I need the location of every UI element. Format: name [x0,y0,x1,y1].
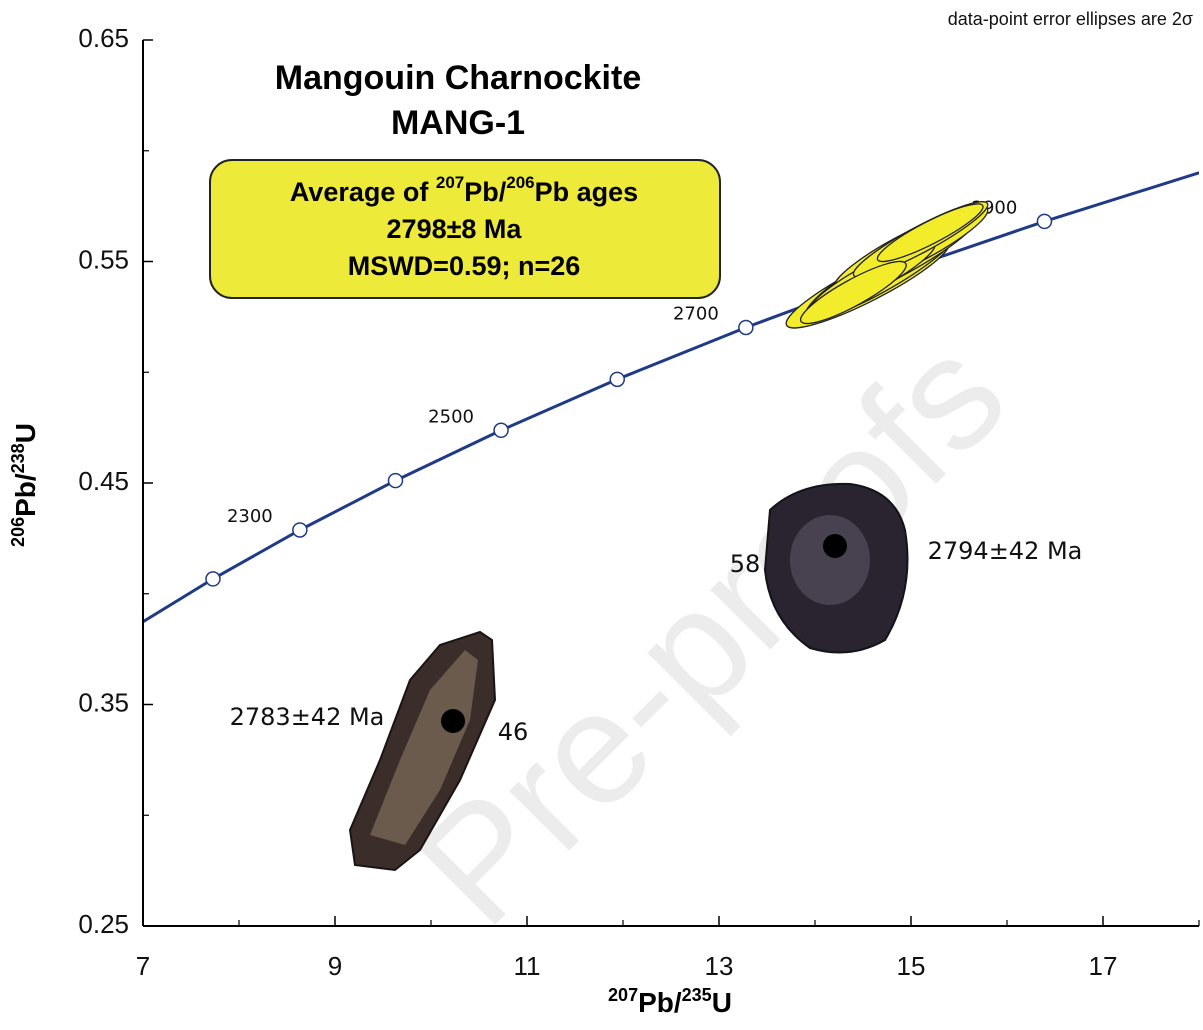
y-tick-label: 0.25 [78,909,129,939]
annotation: 2794±42 Ma [928,537,1083,565]
x-tick-label: 13 [705,951,734,981]
chart-subtitle: MANG-1 [391,104,525,142]
y-tick-label: 0.35 [78,687,129,717]
age-marker [739,321,753,335]
x-tick-label: 17 [1089,951,1118,981]
note: data-point error ellipses are 2σ [948,9,1193,29]
y-tick-label: 0.55 [78,244,129,274]
chart-title: Mangouin Charnockite [275,59,641,97]
annotation: 46 [498,718,529,746]
watermark: Pre-proofs [383,303,1038,958]
age-label: 2300 [227,506,273,527]
age-marker [388,474,402,488]
summary-line: MSWD=0.59; n=26 [348,251,581,281]
age-marker [610,372,624,386]
annotation: 2783±42 Ma [230,703,385,731]
age-marker [1037,214,1051,228]
x-tick-label: 9 [328,951,342,981]
summary-line: 2798±8 Ma [387,214,523,244]
chart: Pre-proofs data-point error ellipses are… [0,0,1203,1030]
age-marker [293,523,307,537]
y-axis-label: 206Pb/238U [8,423,42,547]
analysis-spot [823,534,847,558]
x-tick-label: 11 [514,951,541,981]
x-tick-label: 7 [136,951,150,981]
y-tick-label: 0.45 [78,466,129,496]
analysis-spot [441,709,465,733]
age-label: 2500 [428,406,474,427]
grain-highlight [790,515,870,605]
x-tick-label: 15 [897,951,926,981]
summary-line: Average of 207Pb/206Pb ages [290,173,638,207]
x-axis-label: 207Pb/235U [608,985,732,1019]
age-marker [206,572,220,586]
age-label: 2700 [673,304,719,325]
y-tick-label: 0.65 [78,23,129,53]
age-marker [494,423,508,437]
annotation: 58 [730,550,761,578]
